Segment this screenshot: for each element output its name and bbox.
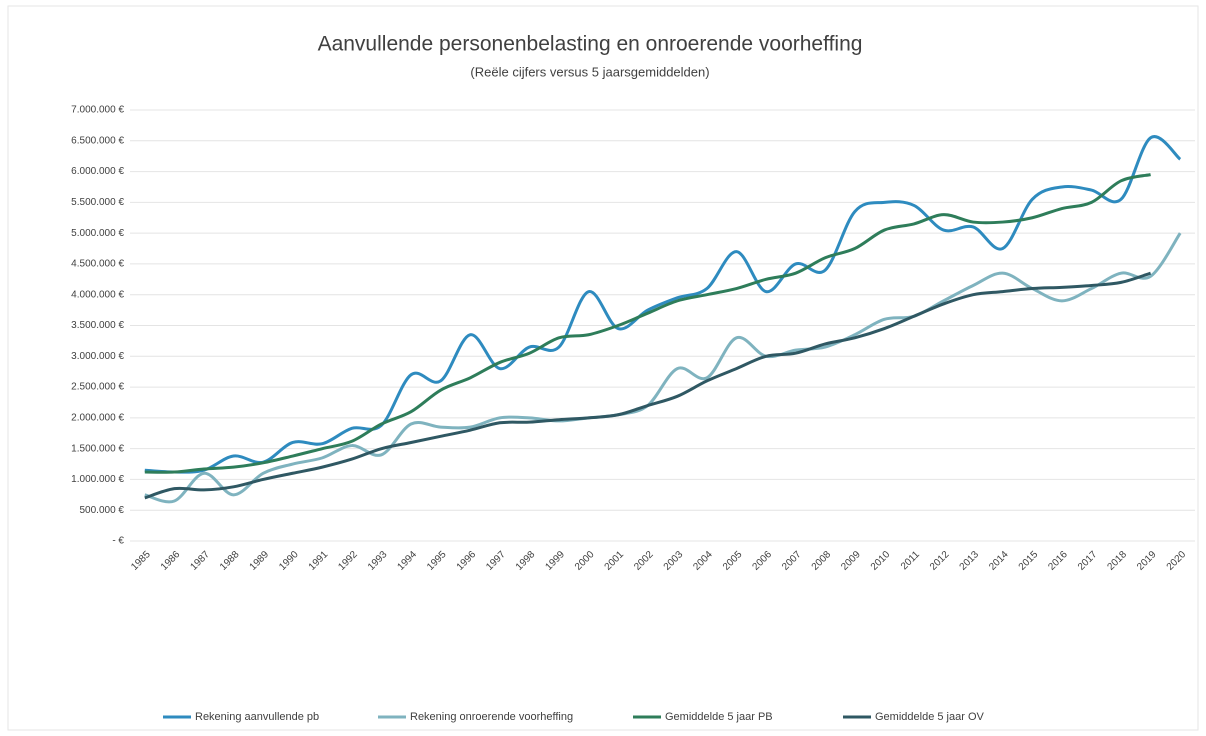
y-tick-label: 5.500.000 €	[71, 197, 124, 208]
series-line	[144, 271, 1152, 500]
chart-frame	[7, 5, 1199, 731]
legend-label: Gemiddelde 5 jaar OV	[875, 711, 984, 723]
y-tick-label: 3.500.000 €	[71, 320, 124, 331]
legend-label: Rekening onroerende voorheffing	[410, 711, 573, 723]
y-tick-label: 4.500.000 €	[71, 259, 124, 270]
y-tick-label: 2.000.000 €	[71, 412, 124, 423]
y-tick-label: 2.500.000 €	[71, 382, 124, 393]
legend-label: Rekening aanvullende pb	[195, 711, 319, 723]
legend-label: Gemiddelde 5 jaar PB	[665, 711, 773, 723]
series-line	[144, 232, 1182, 504]
chart-title: Aanvullende personenbelasting en onroere…	[318, 33, 863, 56]
y-tick-label: 1.000.000 €	[71, 474, 124, 485]
y-tick-label: 1.500.000 €	[71, 443, 124, 454]
chart-subtitle: (Reële cijfers versus 5 jaarsgemiddelden…	[470, 64, 709, 79]
y-tick-label: 3.000.000 €	[71, 351, 124, 362]
y-tick-label: 7.000.000 €	[71, 105, 124, 116]
y-tick-label: - €	[112, 536, 124, 547]
y-tick-label: 4.000.000 €	[71, 289, 124, 300]
y-tick-label: 6.500.000 €	[71, 135, 124, 146]
y-tick-label: 500.000 €	[80, 505, 125, 516]
y-tick-label: 6.000.000 €	[71, 166, 124, 177]
y-tick-label: 5.000.000 €	[71, 228, 124, 239]
series-line	[144, 173, 1151, 474]
series-line	[144, 135, 1182, 474]
